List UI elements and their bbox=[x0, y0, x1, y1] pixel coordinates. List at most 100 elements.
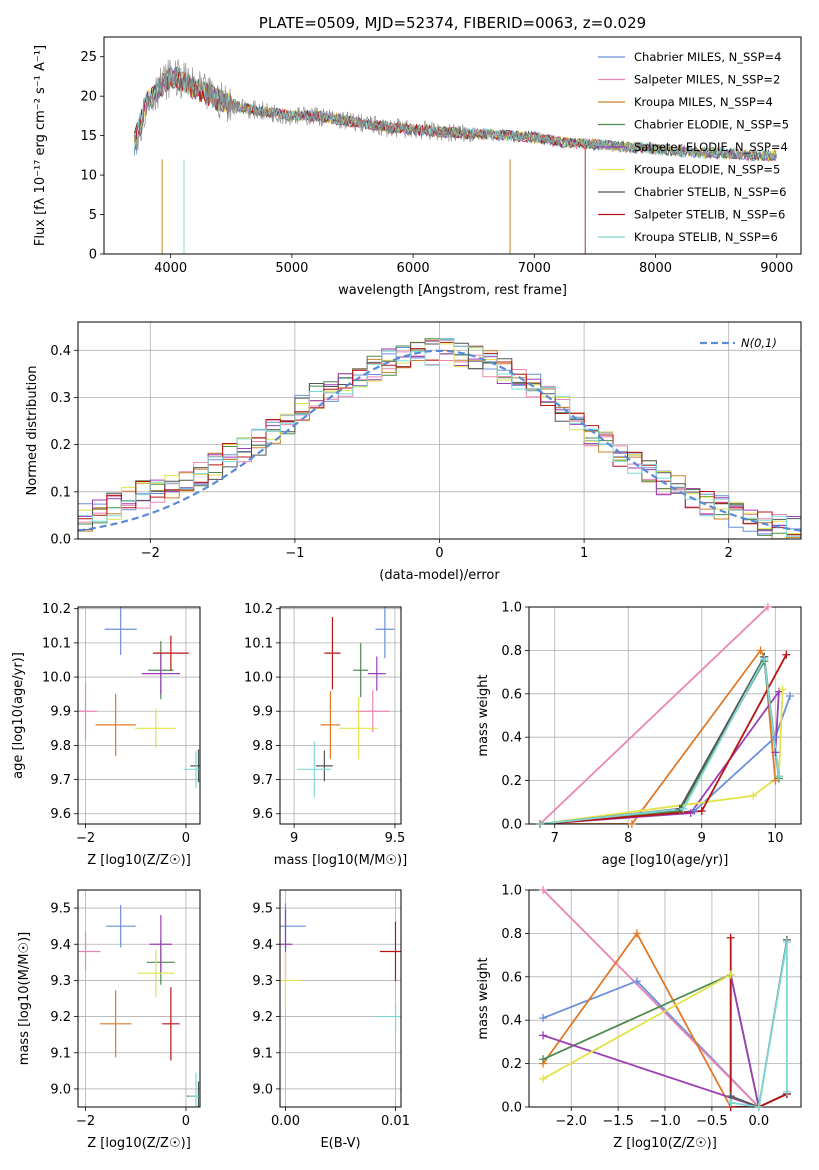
mass-weight-line bbox=[729, 937, 788, 1107]
y-tick-label-3: 10.2 bbox=[244, 602, 273, 617]
mass-weight-marker bbox=[771, 733, 780, 742]
x-tick-label-6: 0.01 bbox=[381, 1114, 410, 1129]
y-tick-label-0: 25 bbox=[80, 50, 97, 65]
mass-weight-marker bbox=[782, 1087, 791, 1096]
y-tick-label-3: 9.6 bbox=[252, 807, 273, 822]
y-tick-label-3: 10.0 bbox=[244, 671, 273, 686]
y-tick-label-0: 10 bbox=[80, 169, 97, 184]
mass-weight-marker bbox=[632, 929, 641, 938]
y-tick-label-2: 9.6 bbox=[50, 807, 71, 822]
mass-weight-marker bbox=[778, 685, 787, 694]
y-tick-label-0: 0 bbox=[89, 248, 97, 263]
y-tick-label-0: 20 bbox=[80, 90, 97, 105]
mass-weight-marker bbox=[679, 804, 688, 813]
mass-weight-line bbox=[539, 654, 788, 824]
x-tick-label-4: 7 bbox=[551, 831, 559, 846]
y-axis-label-5: mass [log10(M/M☉)] bbox=[17, 932, 32, 1065]
mass-weight-line bbox=[539, 656, 780, 824]
x-tick-label-1: 1 bbox=[580, 546, 588, 561]
mass-weight-line bbox=[542, 931, 759, 1107]
mass-weight-line bbox=[539, 607, 769, 824]
model-spectrum-line bbox=[133, 70, 586, 254]
mass-weight-marker bbox=[539, 1031, 548, 1040]
axes-frame-6 bbox=[279, 889, 402, 1108]
x-axis-label-5: Z [log10(Z/Z☉)] bbox=[87, 1136, 191, 1151]
y-tick-label-4: 0.4 bbox=[501, 731, 522, 746]
legend-entry: Kroupa ELODIE, N_SSP=5 bbox=[634, 163, 780, 177]
y-tick-label-7: 1.0 bbox=[501, 884, 522, 899]
legend-entry: Salpeter MILES, N_SSP=2 bbox=[634, 73, 780, 87]
x-tick-label-1: −2 bbox=[141, 546, 160, 561]
axes-frame-5 bbox=[77, 889, 201, 1108]
mass-weight-marker bbox=[782, 938, 791, 947]
y-tick-label-4: 1.0 bbox=[501, 601, 522, 616]
mass-weight-marker bbox=[686, 809, 695, 818]
plot-area-4 bbox=[529, 607, 801, 824]
mass-weight-marker bbox=[749, 791, 758, 800]
y-tick-label-1: 0.4 bbox=[50, 344, 71, 359]
x-tick-label-7: −0.5 bbox=[696, 1114, 728, 1129]
y-tick-label-6: 9.0 bbox=[252, 1082, 273, 1097]
x-tick-label-3: 9.5 bbox=[385, 831, 406, 846]
plot-area-6 bbox=[280, 890, 401, 1107]
axes-frame-3 bbox=[279, 606, 402, 825]
y-tick-label-6: 9.4 bbox=[252, 938, 273, 953]
y-tick-label-7: 0.4 bbox=[501, 1014, 522, 1029]
x-tick-label-4: 10 bbox=[767, 831, 784, 846]
y-tick-label-5: 9.4 bbox=[50, 938, 71, 953]
y-tick-label-5: 9.0 bbox=[50, 1082, 71, 1097]
legend-entry: Salpeter ELODIE, N_SSP=4 bbox=[634, 140, 788, 154]
mass-weight-marker bbox=[539, 1074, 548, 1083]
legend-entry: Kroupa MILES, N_SSP=4 bbox=[634, 95, 773, 109]
x-tick-label-7: −2.0 bbox=[555, 1114, 587, 1129]
y-tick-label-4: 0.6 bbox=[501, 687, 522, 702]
y-axis-label-4: mass weight bbox=[476, 674, 491, 756]
mass-weight-marker bbox=[785, 691, 794, 700]
axes-frame-1 bbox=[77, 321, 802, 540]
plot-area-0 bbox=[133, 59, 778, 254]
x-axis-label-7: Z [log10(Z/Z☉)] bbox=[613, 1136, 717, 1151]
plot-area-5 bbox=[78, 890, 200, 1107]
y-tick-label-3: 9.9 bbox=[252, 705, 273, 720]
mass-weight-marker bbox=[627, 820, 636, 828]
observed-spectrum-line bbox=[134, 59, 778, 161]
x-tick-label-1: 2 bbox=[725, 546, 733, 561]
y-tick-label-1: 0.2 bbox=[50, 438, 71, 453]
y-tick-label-6: 9.2 bbox=[252, 1010, 273, 1025]
y-tick-label-4: 0.0 bbox=[501, 818, 522, 833]
x-tick-label-0: 8000 bbox=[639, 261, 672, 276]
x-tick-label-0: 9000 bbox=[760, 261, 793, 276]
x-axis-label-0: wavelength [Angstrom, rest frame] bbox=[338, 283, 567, 298]
legend-entry: Kroupa STELIB, N_SSP=6 bbox=[634, 230, 778, 244]
x-tick-label-6: 0.00 bbox=[271, 1114, 300, 1129]
axes-frame-0 bbox=[103, 36, 802, 255]
y-tick-label-5: 9.5 bbox=[50, 902, 71, 917]
mass-weight-marker bbox=[632, 977, 641, 986]
normal-reference-curve bbox=[78, 349, 801, 532]
x-tick-label-2: 0 bbox=[182, 831, 190, 846]
x-tick-label-4: 8 bbox=[624, 831, 632, 846]
y-tick-label-7: 0.6 bbox=[501, 970, 522, 985]
mass-weight-line bbox=[539, 695, 791, 824]
x-axis-label-3: mass [log10(M/M☉)] bbox=[274, 853, 407, 868]
mass-weight-marker bbox=[726, 933, 735, 942]
x-tick-label-1: −1 bbox=[285, 546, 304, 561]
x-axis-label-1: (data-model)/error bbox=[379, 568, 500, 583]
y-tick-label-7: 0.0 bbox=[501, 1101, 522, 1116]
y-axis-label-2: age [log10(age/yr)] bbox=[11, 652, 26, 779]
x-axis-label-6: E(B-V) bbox=[320, 1136, 360, 1151]
y-axis-label-7: mass weight bbox=[476, 957, 491, 1039]
histogram-step-line bbox=[78, 338, 801, 537]
mass-weight-marker bbox=[726, 1098, 735, 1107]
y-tick-label-2: 10.1 bbox=[42, 636, 71, 651]
x-tick-label-7: −1.5 bbox=[602, 1114, 634, 1129]
mass-weight-marker bbox=[539, 886, 548, 894]
y-tick-label-6: 9.1 bbox=[252, 1046, 273, 1061]
y-tick-label-3: 10.1 bbox=[244, 636, 273, 651]
mass-weight-marker bbox=[756, 646, 765, 655]
plot-area-7 bbox=[529, 890, 801, 1107]
mass-weight-marker bbox=[697, 806, 706, 815]
y-tick-label-2: 9.7 bbox=[50, 773, 71, 788]
plot-area-3 bbox=[280, 607, 401, 824]
